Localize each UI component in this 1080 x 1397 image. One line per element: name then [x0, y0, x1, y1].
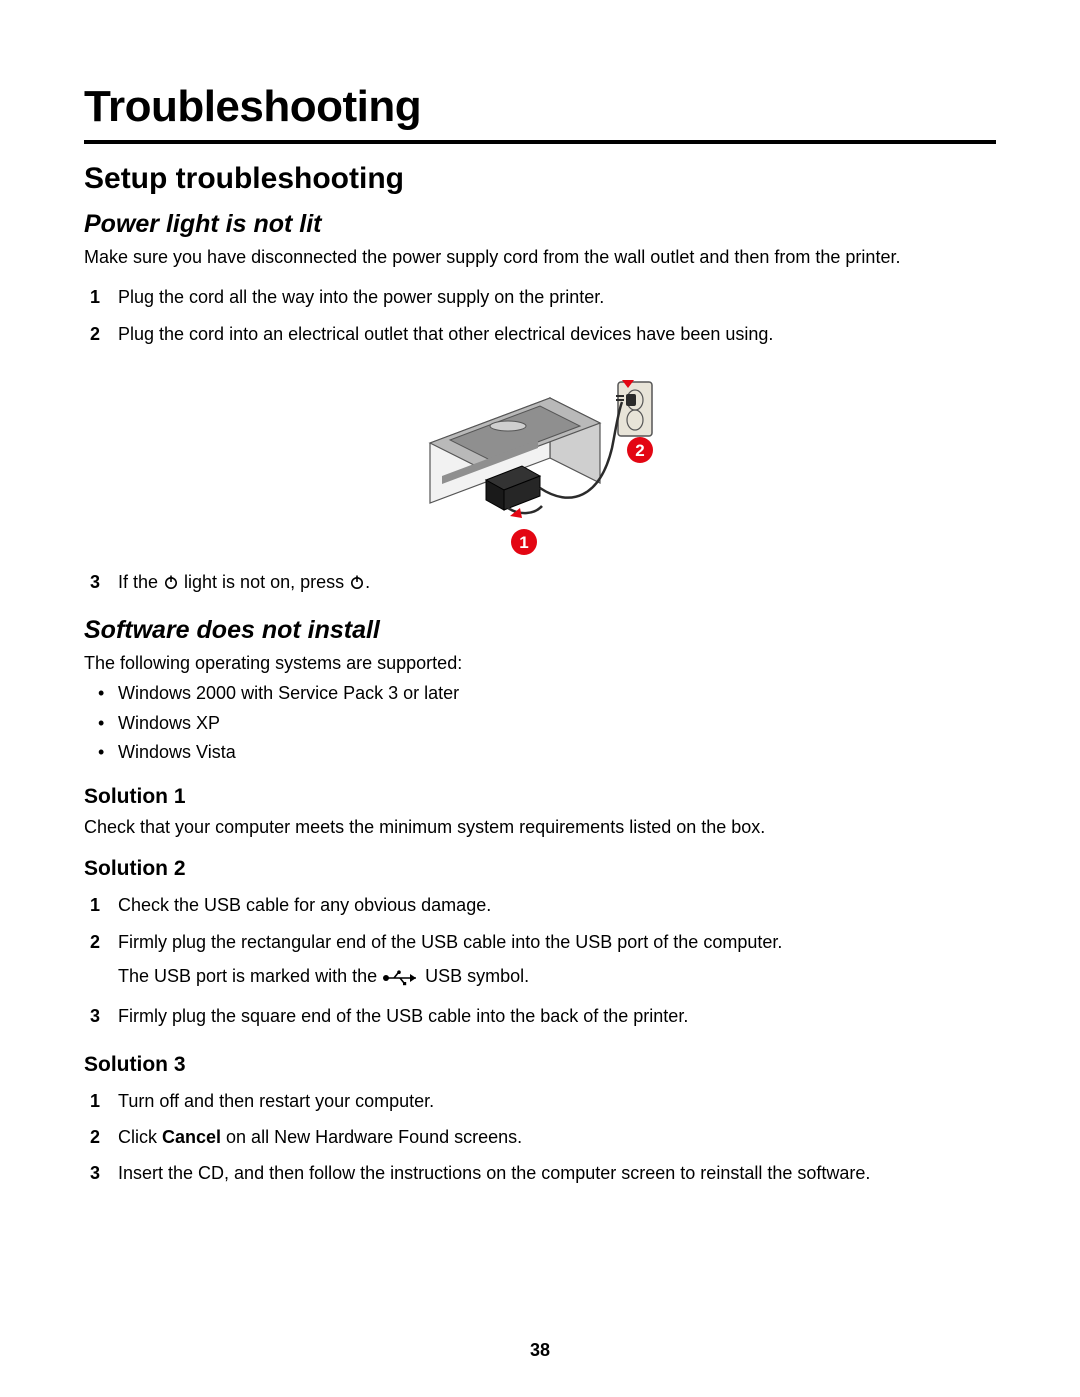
subheading-power: Power light is not lit: [84, 210, 996, 239]
printer-illustration: 2 1: [390, 358, 690, 558]
list-item: 3 Firmly plug the square end of the USB …: [84, 998, 996, 1034]
text-part: Click: [118, 1127, 162, 1147]
step-number: 3: [90, 570, 100, 594]
step-text: Turn off and then restart your computer.: [118, 1091, 434, 1111]
solution-3-steps: 1 Turn off and then restart your compute…: [84, 1083, 996, 1192]
solution-3-heading: Solution 3: [84, 1053, 996, 1077]
step-text-part: .: [365, 572, 370, 592]
list-item: Windows XP: [84, 709, 996, 738]
text-part: on all New Hardware Found screens.: [221, 1127, 522, 1147]
step-number: 2: [90, 930, 100, 954]
text-part: USB symbol.: [420, 966, 529, 986]
document-page: Troubleshooting Setup troubleshooting Po…: [0, 0, 1080, 1191]
step-number: 1: [90, 285, 100, 309]
section-heading: Setup troubleshooting: [84, 162, 996, 196]
solution-2-steps: 1 Check the USB cable for any obvious da…: [84, 887, 996, 1034]
subheading-software: Software does not install: [84, 616, 996, 645]
cancel-bold: Cancel: [162, 1127, 221, 1147]
list-item: 1 Plug the cord all the way into the pow…: [84, 279, 996, 315]
printer-figure: 2 1: [84, 358, 996, 558]
list-item: 2 Firmly plug the rectangular end of the…: [84, 924, 996, 999]
solution-2-heading: Solution 2: [84, 857, 996, 881]
step-text: Firmly plug the rectangular end of the U…: [118, 932, 782, 952]
page-number: 38: [0, 1340, 1080, 1361]
step-text: Check the USB cable for any obvious dama…: [118, 895, 491, 915]
list-item: 1 Check the USB cable for any obvious da…: [84, 887, 996, 923]
os-list: Windows 2000 with Service Pack 3 or late…: [84, 679, 996, 767]
step-text: Plug the cord into an electrical outlet …: [118, 324, 773, 344]
power-steps-cont: 3 If the light is not on, press .: [84, 564, 996, 602]
list-item: Windows Vista: [84, 738, 996, 767]
list-item: 3 Insert the CD, and then follow the ins…: [84, 1155, 996, 1191]
list-item: 1 Turn off and then restart your compute…: [84, 1083, 996, 1119]
power-steps: 1 Plug the cord all the way into the pow…: [84, 279, 996, 352]
callout-1-label: 1: [519, 533, 528, 552]
step-number: 2: [90, 1125, 100, 1149]
usb-icon: [382, 968, 420, 992]
step-number: 3: [90, 1004, 100, 1028]
step-number: 2: [90, 322, 100, 346]
step-text: Plug the cord all the way into the power…: [118, 287, 604, 307]
text-part: The USB port is marked with the: [118, 966, 382, 986]
power-icon: [163, 572, 179, 596]
step-number: 1: [90, 1089, 100, 1113]
step-subtext: The USB port is marked with the USB symb…: [118, 964, 996, 992]
step-number: 1: [90, 893, 100, 917]
software-intro: The following operating systems are supp…: [84, 651, 996, 675]
step-text-part: If the: [118, 572, 163, 592]
list-item: 3 If the light is not on, press .: [84, 564, 996, 602]
list-item: 2 Plug the cord into an electrical outle…: [84, 316, 996, 352]
power-intro: Make sure you have disconnected the powe…: [84, 245, 996, 269]
list-item: Windows 2000 with Service Pack 3 or late…: [84, 679, 996, 708]
title-rule: [84, 140, 996, 144]
step-number: 3: [90, 1161, 100, 1185]
step-text-part: light is not on, press: [179, 572, 349, 592]
solution-1-text: Check that your computer meets the minim…: [84, 815, 996, 839]
step-text: Firmly plug the square end of the USB ca…: [118, 1006, 688, 1026]
solution-1-heading: Solution 1: [84, 785, 996, 809]
page-title: Troubleshooting: [84, 82, 996, 132]
power-icon: [349, 572, 365, 596]
list-item: 2 Click Cancel on all New Hardware Found…: [84, 1119, 996, 1155]
step-text: Insert the CD, and then follow the instr…: [118, 1163, 870, 1183]
callout-2-label: 2: [635, 441, 644, 460]
